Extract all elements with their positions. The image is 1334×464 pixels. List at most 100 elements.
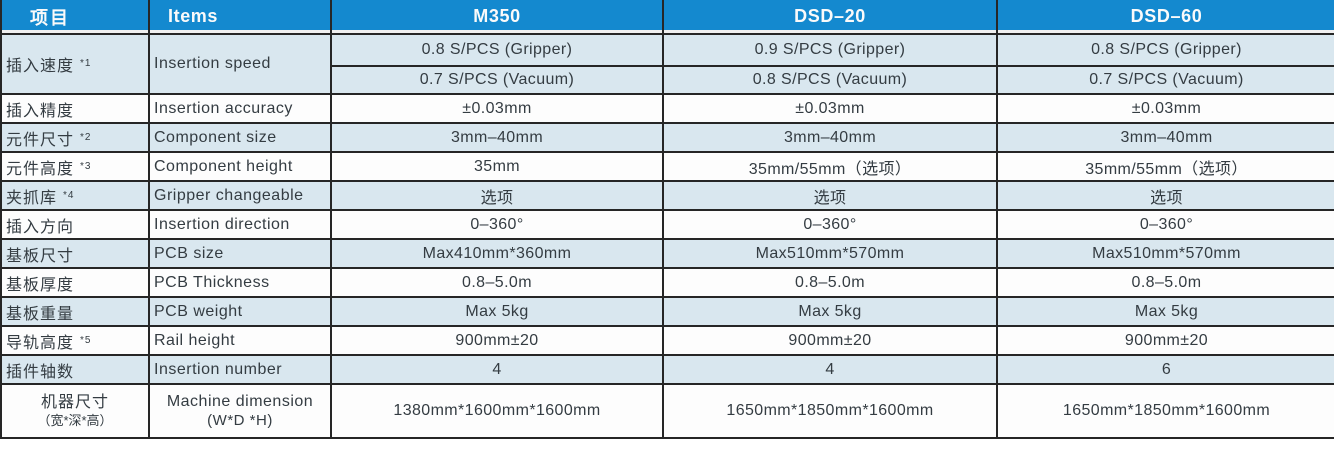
label-cn-text: 元件尺寸 (6, 131, 75, 149)
spec-cell-dsd20-insertion-number: 4 (662, 354, 998, 385)
row-label-cn-gripper-changeable: 夹抓库 *4 (0, 180, 150, 211)
row-insertion-direction: 插入方向 Insertion direction 0–360° 0–360° 0… (0, 209, 1334, 240)
col-header-item-cn: 项目 (0, 0, 150, 35)
row-insertion-number: 插件轴数 Insertion number 4 4 6 (0, 354, 1334, 385)
spec-cell-dsd60-speed-gripper: 0.8 S/PCS (Gripper) (996, 33, 1334, 67)
row-label-en-insertion-direction: Insertion direction (148, 209, 332, 240)
label-cn-text: 插入速度 (6, 58, 75, 75)
row-label-en-gripper-changeable: Gripper changeable (148, 180, 332, 211)
footnote-mark: *4 (63, 189, 75, 201)
row-label-en-component-height: Component height (148, 151, 332, 182)
footnote-mark: *1 (80, 58, 92, 69)
spec-cell-dsd20-pcb-thickness: 0.8–5.0m (662, 267, 998, 298)
row-label-en-rail-height: Rail height (148, 325, 332, 356)
row-pcb-size: 基板尺寸 PCB size Max410mm*360mm Max510mm*57… (0, 238, 1334, 269)
spec-cell-dsd20-component-height: 35mm/55mm（选项） (662, 151, 998, 182)
spec-cell-m350-component-height: 35mm (330, 151, 664, 182)
row-machine-dimension: 机器尺寸 （宽*深*高） Machine dimension (W*D *H) … (0, 383, 1334, 439)
footnote-mark: *3 (80, 160, 92, 172)
spec-cell-dsd20-rail-height: 900mm±20 (662, 325, 998, 356)
row-label-cn-insertion-number: 插件轴数 (0, 354, 150, 385)
label-cn-text: 元件高度 (6, 160, 75, 178)
col-header-model-dsd20: DSD–20 (662, 0, 998, 35)
row-label-cn-component-size: 元件尺寸 *2 (0, 122, 150, 153)
row-component-height: 元件高度 *3 Component height 35mm 35mm/55mm（选… (0, 151, 1334, 182)
row-label-en-insertion-number: Insertion number (148, 354, 332, 385)
label-cn-text: 插件轴数 (6, 363, 75, 381)
label-cn-text: 插入精度 (6, 102, 75, 120)
row-label-en-pcb-weight: PCB weight (148, 296, 332, 327)
label-cn-text: 插入方向 (6, 218, 75, 236)
row-label-cn-machine-dimension: 机器尺寸 （宽*深*高） (0, 383, 150, 439)
spec-cell-dsd20-gripper: 选项 (662, 180, 998, 211)
spec-cell-m350-pcb-size: Max410mm*360mm (330, 238, 664, 269)
row-label-cn-pcb-weight: 基板重量 (0, 296, 150, 327)
label-cn-text: 基板重量 (6, 305, 75, 323)
row-label-cn-rail-height: 导轨高度 *5 (0, 325, 150, 356)
spec-cell-m350-direction: 0–360° (330, 209, 664, 240)
spec-cell-dsd20-speed-gripper: 0.9 S/PCS (Gripper) (662, 33, 998, 67)
row-insertion-accuracy: 插入精度 Insertion accuracy ±0.03mm ±0.03mm … (0, 93, 1334, 124)
spec-cell-dsd60-direction: 0–360° (996, 209, 1334, 240)
spec-cell-dsd20-component-size: 3mm–40mm (662, 122, 998, 153)
row-label-cn-insertion-accuracy: 插入精度 (0, 93, 150, 124)
spec-cell-m350-speed-vacuum: 0.7 S/PCS (Vacuum) (330, 65, 664, 95)
label-cn-text: 机器尺寸 (40, 393, 109, 411)
spec-cell-dsd60-insertion-number: 6 (996, 354, 1334, 385)
row-component-size: 元件尺寸 *2 Component size 3mm–40mm 3mm–40mm … (0, 122, 1334, 153)
row-label-cn-pcb-thickness: 基板厚度 (0, 267, 150, 298)
col-header-model-dsd60: DSD–60 (996, 0, 1334, 35)
spec-cell-m350-machine-dimension: 1380mm*1600mm*1600mm (330, 383, 664, 439)
label-cn-text: 基板厚度 (6, 276, 75, 294)
spec-cell-dsd60-pcb-thickness: 0.8–5.0m (996, 267, 1334, 298)
label-en-text: Machine dimension (166, 392, 314, 410)
spec-cell-dsd20-accuracy: ±0.03mm (662, 93, 998, 124)
row-rail-height: 导轨高度 *5 Rail height 900mm±20 900mm±20 900… (0, 325, 1334, 356)
col-header-items: Items (148, 0, 332, 35)
spec-cell-dsd60-pcb-size: Max510mm*570mm (996, 238, 1334, 269)
spec-cell-dsd60-rail-height: 900mm±20 (996, 325, 1334, 356)
spec-cell-m350-pcb-thickness: 0.8–5.0m (330, 267, 664, 298)
spec-cell-m350-accuracy: ±0.03mm (330, 93, 664, 124)
spec-cell-dsd60-accuracy: ±0.03mm (996, 93, 1334, 124)
header-row: 项目 Items M350 DSD–20 DSD–60 (0, 0, 1334, 35)
spec-cell-dsd20-direction: 0–360° (662, 209, 998, 240)
spec-cell-m350-gripper: 选项 (330, 180, 664, 211)
spec-cell-dsd60-component-height: 35mm/55mm（选项） (996, 151, 1334, 182)
spec-cell-m350-speed-gripper: 0.8 S/PCS (Gripper) (330, 33, 664, 67)
col-header-model-m350: M350 (330, 0, 664, 35)
spec-cell-dsd60-machine-dimension: 1650mm*1850mm*1600mm (996, 383, 1334, 439)
footnote-mark: *2 (80, 131, 92, 143)
spec-cell-dsd60-component-size: 3mm–40mm (996, 122, 1334, 153)
spec-cell-m350-insertion-number: 4 (330, 354, 664, 385)
spec-cell-m350-component-size: 3mm–40mm (330, 122, 664, 153)
row-label-en-pcb-size: PCB size (148, 238, 332, 269)
label-cn-subtext: （宽*深*高） (37, 412, 113, 428)
row-label-en-machine-dimension: Machine dimension (W*D *H) (148, 383, 332, 439)
footnote-mark: *5 (80, 334, 92, 346)
row-label-en-insertion-speed: Insertion speed (148, 33, 332, 95)
label-cn-text: 导轨高度 (6, 334, 75, 352)
row-label-cn-pcb-size: 基板尺寸 (0, 238, 150, 269)
row-label-en-insertion-accuracy: Insertion accuracy (148, 93, 332, 124)
spec-cell-dsd20-speed-vacuum: 0.8 S/PCS (Vacuum) (662, 65, 998, 95)
spec-cell-m350-pcb-weight: Max 5kg (330, 296, 664, 327)
row-label-cn-insertion-direction: 插入方向 (0, 209, 150, 240)
row-pcb-thickness: 基板厚度 PCB Thickness 0.8–5.0m 0.8–5.0m 0.8… (0, 267, 1334, 298)
row-insertion-speed-vacuum: 0.7 S/PCS (Vacuum) 0.8 S/PCS (Vacuum) 0.… (1, 65, 1334, 95)
row-label-cn-component-height: 元件高度 *3 (0, 151, 150, 182)
spec-cell-dsd20-pcb-size: Max510mm*570mm (662, 238, 998, 269)
spec-cell-dsd60-speed-vacuum: 0.7 S/PCS (Vacuum) (996, 65, 1334, 95)
label-en-subtext: (W*D *H) (207, 411, 273, 429)
row-pcb-weight: 基板重量 PCB weight Max 5kg Max 5kg Max 5kg (0, 296, 1334, 327)
label-cn-text: 基板尺寸 (6, 247, 75, 265)
spec-cell-dsd60-pcb-weight: Max 5kg (996, 296, 1334, 327)
row-label-en-pcb-thickness: PCB Thickness (148, 267, 332, 298)
row-label-cn-insertion-speed: 插入速度 *1 (0, 33, 150, 95)
row-label-en-component-size: Component size (148, 122, 332, 153)
row-gripper-changeable: 夹抓库 *4 Gripper changeable 选项 选项 选项 (0, 180, 1334, 211)
machine-spec-table: 项目 Items M350 DSD–20 DSD–60 插入速度 *1 Inser… (0, 0, 1334, 439)
spec-cell-dsd20-pcb-weight: Max 5kg (662, 296, 998, 327)
row-insertion-speed-gripper: 插入速度 *1 Insertion speed 0.8 S/PCS (Grippe… (0, 33, 1334, 95)
spec-cell-dsd20-machine-dimension: 1650mm*1850mm*1600mm (662, 383, 998, 439)
